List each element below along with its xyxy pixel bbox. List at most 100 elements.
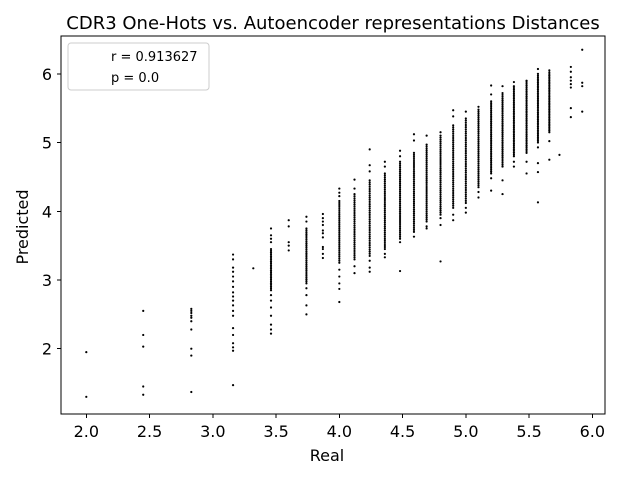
scatter-point bbox=[398, 200, 402, 203]
scatter-point bbox=[412, 235, 416, 238]
scatter-point bbox=[269, 294, 273, 297]
scatter-point bbox=[353, 203, 356, 206]
scatter-point bbox=[287, 249, 290, 252]
scatter-point bbox=[490, 144, 493, 147]
scatter-point bbox=[490, 166, 493, 169]
scatter-point bbox=[383, 203, 386, 206]
scatter-points bbox=[85, 48, 584, 398]
scatter-point bbox=[452, 126, 455, 129]
scatter-point bbox=[425, 145, 428, 148]
scatter-point bbox=[464, 119, 467, 122]
scatter-point bbox=[338, 253, 341, 256]
scatter-point bbox=[501, 140, 504, 144]
scatter-point bbox=[477, 146, 480, 149]
scatter-point bbox=[368, 270, 371, 273]
scatter-point bbox=[536, 104, 540, 107]
scatter-point bbox=[321, 232, 324, 235]
scatter-point bbox=[398, 160, 402, 163]
scatter-point bbox=[501, 161, 504, 164]
scatter-point bbox=[425, 171, 428, 174]
scatter-point bbox=[142, 333, 145, 337]
scatter-point bbox=[581, 81, 584, 84]
scatter-point bbox=[464, 121, 467, 124]
scatter-point bbox=[269, 247, 273, 251]
scatter-point bbox=[536, 134, 540, 137]
scatter-point bbox=[512, 113, 516, 117]
scatter-point bbox=[383, 207, 386, 210]
scatter-point bbox=[439, 197, 442, 200]
scatter-point bbox=[398, 206, 402, 209]
scatter-point bbox=[398, 198, 402, 201]
scatter-point bbox=[525, 120, 528, 124]
scatter-point bbox=[548, 81, 551, 84]
scatter-point bbox=[190, 314, 193, 317]
scatter-point bbox=[536, 99, 540, 102]
scatter-point bbox=[368, 218, 371, 221]
scatter-point bbox=[512, 140, 516, 143]
scatter-point bbox=[190, 320, 193, 323]
scatter-point bbox=[368, 241, 371, 245]
scatter-point bbox=[368, 252, 371, 255]
scatter-point bbox=[548, 126, 551, 129]
scatter-point bbox=[231, 384, 235, 387]
scatter-point bbox=[536, 114, 540, 118]
scatter-point bbox=[353, 224, 356, 227]
scatter-point bbox=[477, 142, 480, 145]
scatter-point bbox=[287, 244, 290, 247]
scatter-point bbox=[305, 251, 308, 255]
scatter-point bbox=[231, 349, 235, 352]
scatter-point bbox=[353, 256, 356, 259]
scatter-point bbox=[501, 118, 504, 121]
scatter-point bbox=[525, 86, 528, 89]
scatter-point bbox=[525, 90, 528, 93]
scatter-point bbox=[525, 160, 528, 163]
scatter-point bbox=[383, 178, 386, 181]
scatter-point bbox=[231, 295, 235, 298]
scatter-point bbox=[305, 267, 308, 270]
scatter-point bbox=[231, 266, 235, 269]
scatter-point bbox=[269, 269, 273, 272]
scatter-point bbox=[398, 241, 402, 244]
scatter-point bbox=[190, 390, 193, 394]
scatter-point bbox=[452, 177, 455, 180]
scatter-point bbox=[305, 236, 308, 240]
scatter-point bbox=[412, 176, 416, 179]
scatter-point bbox=[412, 202, 416, 205]
scatter-point bbox=[490, 105, 493, 108]
scatter-point bbox=[439, 201, 442, 204]
scatter-point bbox=[536, 90, 540, 93]
scatter-point bbox=[525, 140, 528, 144]
scatter-point bbox=[425, 206, 428, 209]
scatter-point bbox=[305, 255, 308, 258]
scatter-point bbox=[425, 216, 428, 219]
scatter-point bbox=[398, 233, 402, 236]
scatter-point bbox=[501, 116, 504, 119]
scatter-point bbox=[477, 138, 480, 141]
scatter-point bbox=[190, 347, 193, 350]
scatter-point bbox=[501, 163, 504, 166]
scatter-point bbox=[383, 165, 386, 168]
scatter-point bbox=[464, 171, 467, 174]
scatter-point bbox=[368, 215, 371, 219]
scatter-point bbox=[525, 144, 528, 147]
scatter-point bbox=[536, 97, 540, 100]
scatter-point bbox=[338, 205, 341, 209]
scatter-point bbox=[398, 166, 402, 169]
scatter-point bbox=[512, 122, 516, 126]
scatter-point bbox=[548, 76, 551, 79]
scatter-point bbox=[338, 195, 341, 198]
scatter-point bbox=[452, 172, 455, 176]
scatter-point bbox=[525, 84, 528, 87]
scatter-point bbox=[536, 139, 540, 142]
scatter-point bbox=[464, 178, 467, 181]
scatter-point bbox=[398, 180, 402, 183]
scatter-point bbox=[477, 144, 480, 147]
scatter-point bbox=[477, 148, 480, 151]
scatter-point bbox=[338, 229, 341, 232]
scatter-point bbox=[548, 87, 551, 90]
scatter-point bbox=[548, 127, 551, 131]
scatter-point bbox=[412, 216, 416, 219]
scatter-point bbox=[190, 307, 193, 310]
scatter-point bbox=[501, 108, 504, 112]
scatter-point bbox=[398, 186, 402, 189]
